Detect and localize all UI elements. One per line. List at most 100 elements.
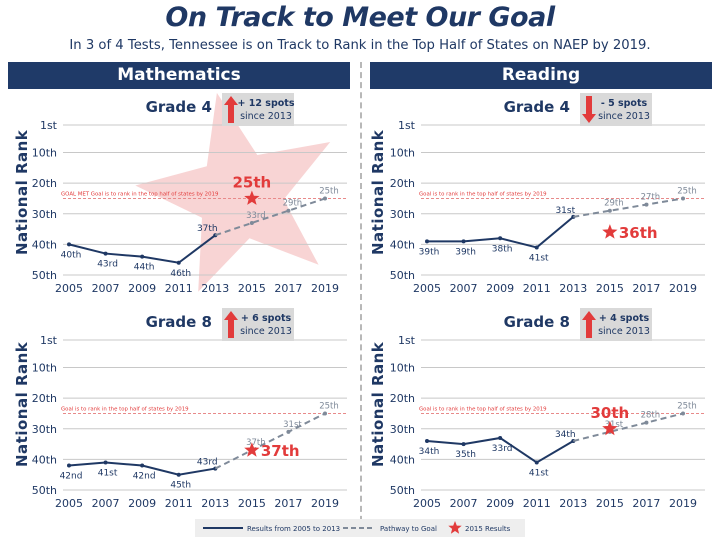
read-g8-xtick-label: 2005 <box>413 497 441 510</box>
read-g8-results-point <box>425 439 429 444</box>
read-g8-pathway-point <box>644 420 649 425</box>
read-g4-result-2015-label: 36th <box>619 224 658 242</box>
read-g4-results-line <box>427 216 574 249</box>
read-g4-xtick-label: 2007 <box>450 282 478 295</box>
page-subtitle: In 3 of 4 Tests, Tennessee is on Track t… <box>69 38 651 53</box>
math-g8-results-point <box>103 460 108 465</box>
reading-panel-header: Reading <box>370 62 712 89</box>
read-g8-pathway-label: 25th <box>677 401 697 411</box>
read-g8-pathway-label: 28th <box>641 411 661 421</box>
math-g4-results-label: 46th <box>170 269 191 279</box>
math-g8-results-point <box>67 463 71 468</box>
math-g8-grade-title: Grade 8 <box>146 313 212 331</box>
math-g8-pathway-label: 37th <box>246 438 266 448</box>
math-g4-pathway-label: 29th <box>283 199 303 209</box>
math-g4-pathway-point <box>323 196 327 201</box>
math-g8-xtick-label: 2011 <box>165 497 193 510</box>
read-g8-ytick-label: 50th <box>390 484 415 497</box>
math-g4-pathway-point <box>286 208 291 213</box>
math-g8-xtick-label: 2019 <box>311 497 339 510</box>
math-g4-xtick-label: 2013 <box>201 282 229 295</box>
math-g4-goal-text: GOAL MET Goal is to rank in the top half… <box>61 191 219 197</box>
math-g8-pathway-point <box>286 429 291 434</box>
read-g4-results-point <box>534 245 539 250</box>
math-g4-results-label: 44th <box>134 263 155 273</box>
read-g4-ytick-label: 40th <box>390 238 415 251</box>
math-g8-ytick-label: 20th <box>32 392 57 405</box>
math-g8-pathway-label: 31st <box>283 420 302 430</box>
math-g8-xtick-label: 2009 <box>128 497 156 510</box>
read-g8-xtick-label: 2017 <box>632 497 660 510</box>
math-g4-ytick-label: 10th <box>32 147 57 160</box>
read-g8-grade-title: Grade 8 <box>504 313 570 331</box>
math-g4-background-star <box>135 92 331 292</box>
math-g8-results-point <box>176 472 181 477</box>
center-divider <box>360 62 362 532</box>
math-g8-ytick-label: 30th <box>32 423 57 436</box>
math-g4-results-label: 40th <box>61 250 82 260</box>
math-g4-results-point <box>103 251 108 256</box>
math-g4-xtick-label: 2007 <box>92 282 120 295</box>
math-g4-xtick-label: 2009 <box>128 282 156 295</box>
math-g8-badge-line2: since 2013 <box>240 326 292 337</box>
math-g8-ytick-label: 1st <box>40 334 58 347</box>
math-g8-results-label: 43rd <box>197 458 218 468</box>
read-g4-results-label: 38th <box>492 244 513 254</box>
read-g8-ytick-label: 30th <box>390 423 415 436</box>
read-g4-ytick-label: 50th <box>390 269 415 282</box>
math-g8-ytick-label: 40th <box>32 453 57 466</box>
math-g8-arrow-up-icon <box>224 311 238 338</box>
math-g8-results-label: 45th <box>170 481 191 491</box>
page-title: On Track to Meet Our Goal <box>165 2 555 33</box>
math-g8-xtick-label: 2015 <box>238 497 266 510</box>
read-g4-pathway-point <box>644 202 649 207</box>
math-g4-results-point <box>140 254 145 259</box>
math-g4-pathway-label: 33rd <box>246 211 266 221</box>
read-g8-xtick-label: 2015 <box>596 497 624 510</box>
math-g8-results-label: 42nd <box>133 472 156 482</box>
read-g8-badge-line2: since 2013 <box>598 326 650 337</box>
math-g4-ytick-label: 30th <box>32 208 57 221</box>
math-g4-ytick-label: 20th <box>32 177 57 190</box>
read-g8-results-point <box>534 460 539 465</box>
read-g4-xtick-label: 2017 <box>632 282 660 295</box>
read-g4-xtick-label: 2013 <box>559 282 587 295</box>
legend-results-label: Results from 2005 to 2013 <box>247 525 340 533</box>
read-g8-results-label: 41st <box>529 468 549 478</box>
read-g4-xtick-label: 2009 <box>486 282 514 295</box>
read-g4-pathway-line <box>573 197 684 218</box>
math-g4-badge-line1: + 12 spots <box>238 98 295 109</box>
read-g4-results-point <box>498 236 503 241</box>
math-g4-results-point <box>67 242 71 247</box>
math-g8-results-point <box>140 463 145 468</box>
math-g8-pathway-line <box>214 412 326 470</box>
read-g4-xtick-label: 2019 <box>669 282 697 295</box>
read-g4-badge-line1: - 5 spots <box>601 98 648 109</box>
read-g8-ytick-label: 20th <box>390 392 415 405</box>
math-g4-ytick-label: 50th <box>32 269 57 282</box>
read-g8-xtick-label: 2019 <box>669 497 697 510</box>
read-g8-results-label: 34th <box>419 447 440 457</box>
math-g8-xtick-label: 2013 <box>201 497 229 510</box>
read-g4-results-point <box>425 239 429 244</box>
legend-star-icon <box>448 521 462 534</box>
read-g4-xtick-label: 2005 <box>413 282 441 295</box>
math-g4-pathway-point <box>249 220 254 225</box>
math-g4-arrow-up-icon <box>224 96 238 123</box>
math-g4-xtick-label: 2005 <box>55 282 83 295</box>
read-g8-results-point <box>461 442 466 447</box>
read-g4-pathway-label: 29th <box>604 199 624 209</box>
read-g4-ytick-label: 10th <box>390 147 415 160</box>
read-g8-xtick-label: 2013 <box>559 497 587 510</box>
read-g8-result-2015-label: 30th <box>590 404 629 422</box>
read-g4-results-label: 41st <box>529 253 549 263</box>
read-g8-arrow-up-icon <box>582 311 596 338</box>
legend-pathway-label: Pathway to Goal <box>380 525 437 533</box>
read-g4-pathway-label: 27th <box>641 193 661 203</box>
read-g8-xtick-label: 2011 <box>523 497 551 510</box>
read-g8-ytick-label: 1st <box>398 334 416 347</box>
